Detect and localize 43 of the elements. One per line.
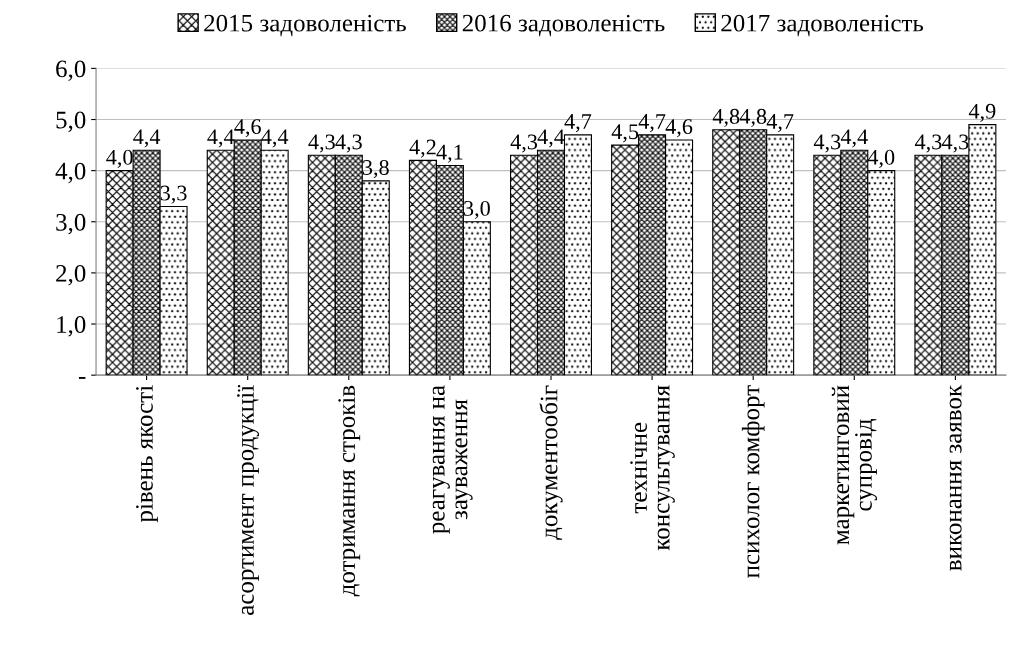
y-tick-label: 1,0 <box>57 316 86 337</box>
y-tick-label: 2,0 <box>56 264 86 286</box>
y-tick-label: 6,0 <box>56 60 86 81</box>
data-label: 3,8 <box>362 159 389 179</box>
data-label: 4,3 <box>335 134 362 153</box>
data-label: 4,8 <box>739 108 767 128</box>
legend-label: 2017 задоволеність <box>721 14 924 37</box>
data-label: 4,4 <box>207 129 235 148</box>
legend-label: 2016 задоволеність <box>462 14 665 37</box>
y-tick-label: 4,0 <box>55 162 86 184</box>
data-label: 4,4 <box>840 129 868 148</box>
x-tick-label: маркетинговий супровід <box>831 385 877 545</box>
data-label: 4,2 <box>409 139 436 158</box>
x-tick-label: психолог комфорт <box>741 385 765 578</box>
data-label: 4,4 <box>537 129 565 148</box>
data-label: 4,7 <box>564 114 592 133</box>
x-tick-label: рівень якості <box>136 385 158 523</box>
data-label: 4,4 <box>133 129 161 148</box>
legend-label: 2015 задоволеність <box>204 14 406 37</box>
x-tick-label: дотримання строків <box>338 385 361 597</box>
y-tick-label: 5,0 <box>56 111 86 133</box>
data-label: 4,3 <box>308 134 335 153</box>
data-label: 4,5 <box>611 124 639 143</box>
data-label: 4,3 <box>914 134 942 153</box>
data-label: 4,8 <box>712 108 740 128</box>
data-label: 4,3 <box>510 134 538 153</box>
y-tick-label: - <box>78 377 86 379</box>
data-label: 4,6 <box>234 119 261 138</box>
data-label: 4,3 <box>813 134 841 153</box>
data-label: 4,1 <box>436 144 463 163</box>
x-tick-label: технічне консультування <box>630 385 675 551</box>
data-label: 3,0 <box>464 200 490 220</box>
x-tick-label: реагування на зауваження <box>432 385 473 534</box>
x-tick-label: виконання заявок <box>949 384 962 571</box>
data-label: 4,4 <box>261 129 289 148</box>
data-label: 4,0 <box>106 149 133 168</box>
x-tick-label: документообіг <box>539 385 563 540</box>
y-tick-label: 3,0 <box>56 213 86 235</box>
data-label: 4,7 <box>766 114 794 133</box>
data-label: 4,9 <box>968 103 996 122</box>
data-label: 4,7 <box>638 114 666 133</box>
x-tick-label: асортимент продукції <box>237 384 260 615</box>
data-label: 4,6 <box>665 119 693 138</box>
